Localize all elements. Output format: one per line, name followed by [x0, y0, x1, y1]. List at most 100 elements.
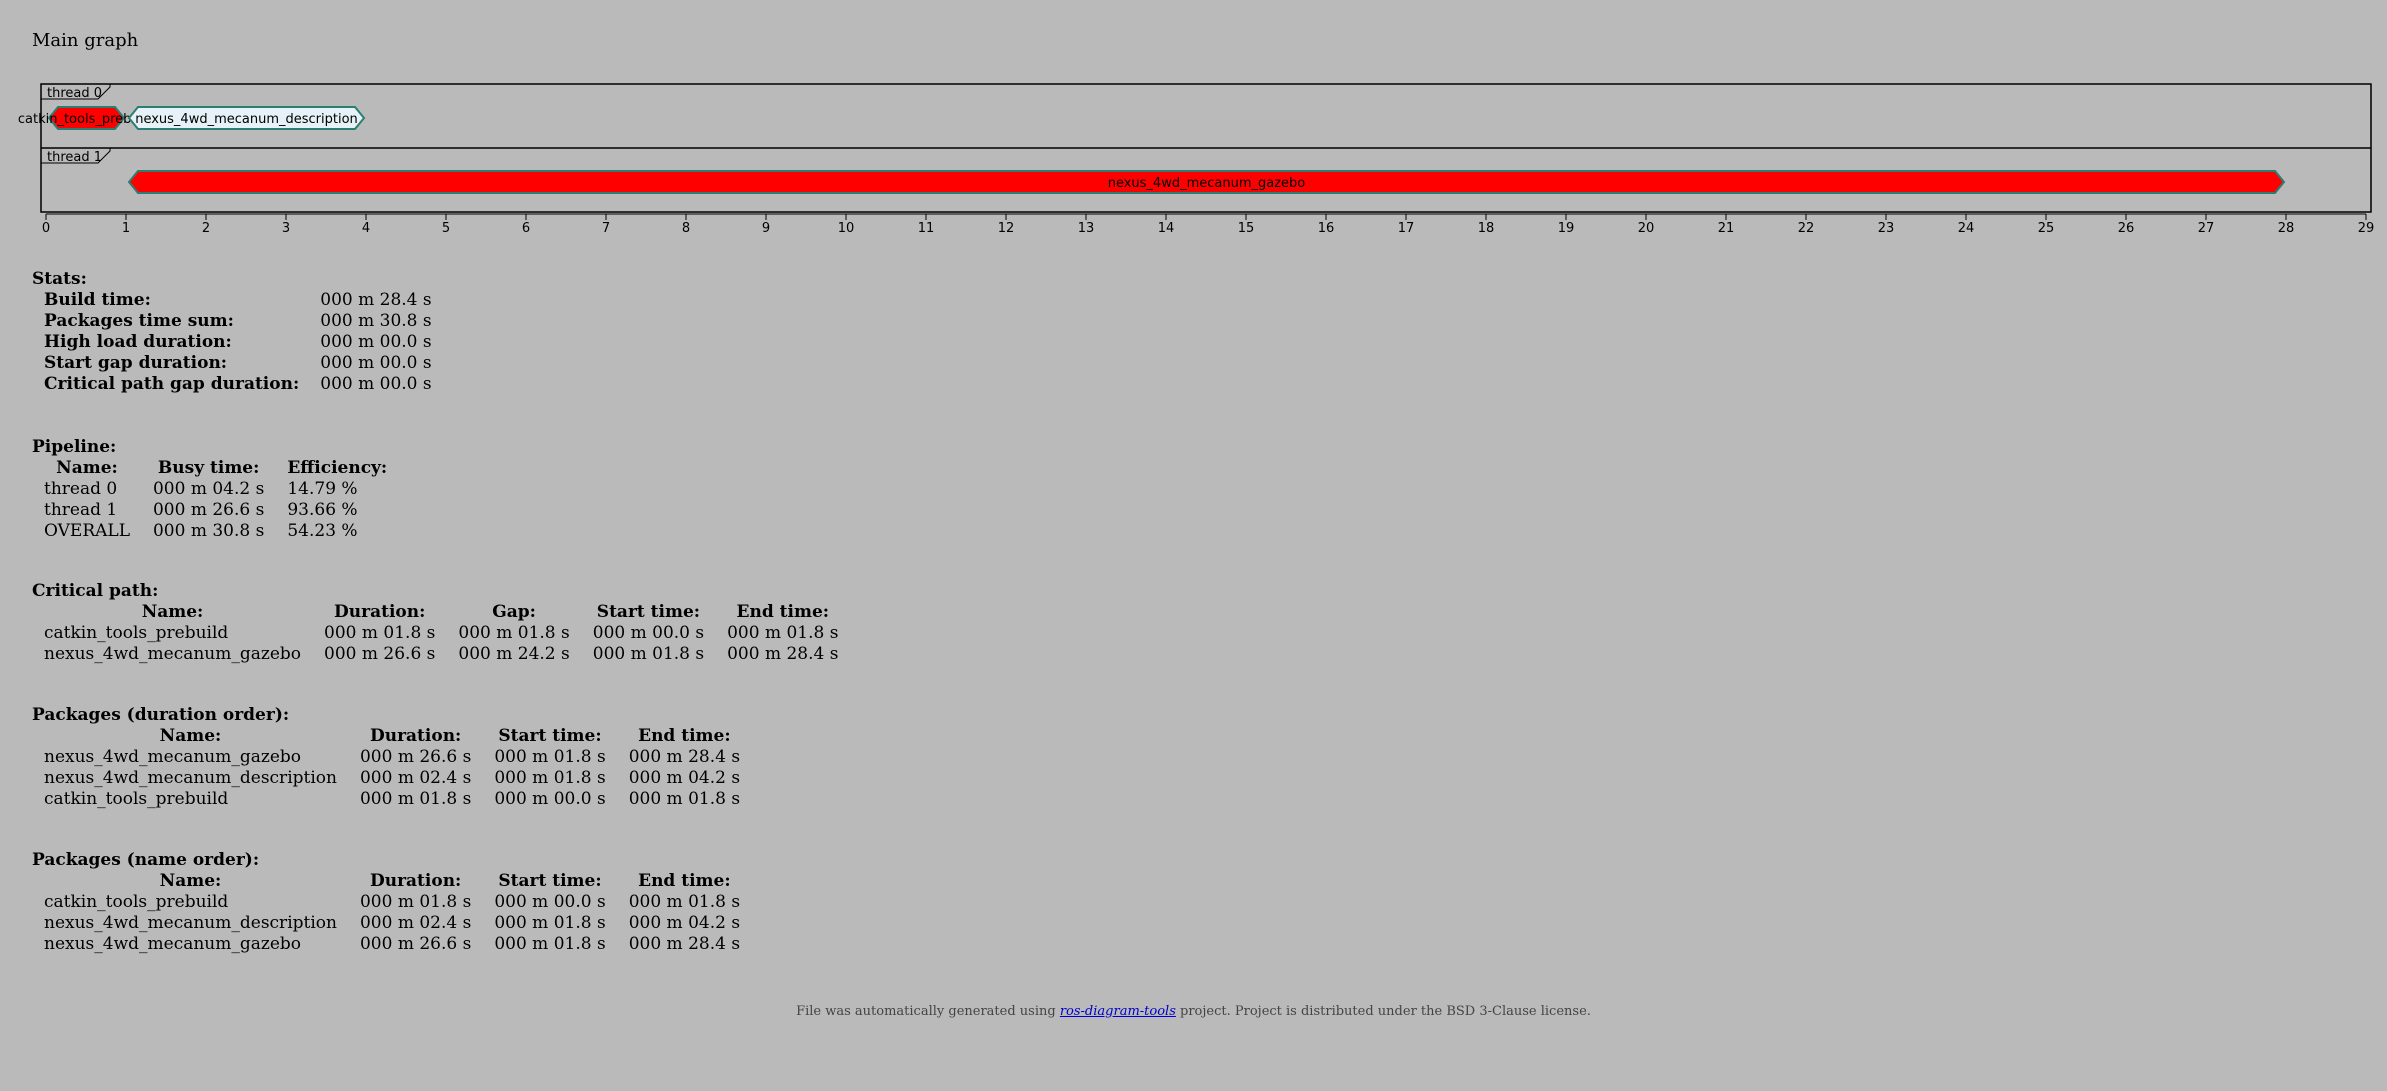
- table-cell: 000 m 01.8 s: [592, 644, 705, 664]
- package-label: nexus_4wd_mecanum_gazebo: [1108, 176, 1306, 191]
- x-tick-label: 20: [1638, 221, 1655, 236]
- x-tick-label: 24: [1958, 221, 1975, 236]
- table-row: nexus_4wd_mecanum_description 000 m 02.4 …: [32, 768, 751, 789]
- table-cell: catkin_tools_prebuild: [44, 789, 229, 809]
- x-tick-label: 7: [602, 221, 610, 236]
- column-header: Busy time:: [157, 458, 260, 478]
- package-bar: [127, 106, 366, 130]
- column-header: Duration:: [369, 871, 462, 891]
- table-cell: 000 m 26.6 s: [152, 500, 265, 520]
- x-tick-label: 21: [1718, 221, 1735, 236]
- column-header: Name:: [159, 726, 222, 746]
- table-cell: OVERALL: [44, 521, 130, 541]
- table-cell: 000 m 04.2 s: [628, 913, 741, 933]
- table-cell: 000 m 28.4 s: [628, 747, 741, 767]
- lane-tab: [41, 84, 111, 100]
- table-cell: 000 m 24.2 s: [458, 644, 570, 664]
- stats-row: High load duration: 000 m 00.0 s: [32, 332, 443, 353]
- table-cell: 000 m 01.8 s: [628, 789, 741, 809]
- x-tick-label: 5: [442, 221, 450, 236]
- packages-duration-table: Name: Duration: Start time: End time: nexus…: [32, 726, 751, 810]
- column-header: Start time:: [498, 871, 602, 891]
- stat-value: 000 m 28.4 s: [320, 290, 432, 310]
- lane-label: thread 1: [47, 150, 102, 165]
- table-cell: 000 m 26.6 s: [359, 934, 472, 954]
- header-row: Name: Duration: Gap: Start time: End time:: [32, 602, 849, 623]
- x-tick-label: 1: [122, 221, 130, 236]
- table-cell: thread 1: [44, 500, 118, 520]
- stat-value: 000 m 00.0 s: [320, 332, 432, 352]
- footer-prefix: File was automatically generated using: [796, 1004, 1060, 1019]
- x-tick-label: 26: [2118, 221, 2135, 236]
- critical-path-heading: Critical path:: [32, 581, 159, 601]
- table-cell: 000 m 26.6 s: [324, 644, 436, 664]
- x-tick-label: 0: [42, 221, 50, 236]
- critical-path-table: Name: Duration: Gap: Start time: End time: c…: [32, 602, 849, 665]
- lane-label: thread 0: [47, 86, 102, 101]
- column-header: Name:: [141, 602, 204, 622]
- table-cell: thread 0: [44, 479, 118, 499]
- package-label: nexus_4wd_mecanum_description: [135, 112, 358, 127]
- packages-name-heading: Packages (name order):: [32, 850, 260, 870]
- header-row: Name: Busy time: Efficiency:: [32, 458, 398, 479]
- stats-section: Stats: Build time: 000 m 28.4 s Packages t…: [32, 268, 443, 395]
- x-tick-label: 17: [1398, 221, 1415, 236]
- table-cell: 000 m 04.2 s: [628, 768, 741, 788]
- x-tick-label: 8: [682, 221, 690, 236]
- table-cell: nexus_4wd_mecanum_gazebo: [44, 747, 302, 767]
- x-tick-label: 15: [1238, 221, 1255, 236]
- stats-table: Build time: 000 m 28.4 s Packages time sum…: [32, 290, 443, 395]
- column-header: Gap:: [492, 602, 536, 622]
- stat-label: Packages time sum:: [44, 311, 234, 331]
- x-tick-label: 25: [2038, 221, 2055, 236]
- table-row: nexus_4wd_mecanum_gazebo 000 m 26.6 s 000 …: [32, 934, 751, 955]
- table-cell: 000 m 02.4 s: [359, 913, 472, 933]
- x-tick-label: 9: [762, 221, 770, 236]
- x-tick-label: 12: [998, 221, 1015, 236]
- stat-label: Build time:: [44, 290, 151, 310]
- column-header: End time:: [638, 726, 731, 746]
- table-cell: 93.66 %: [287, 500, 358, 520]
- table-cell: catkin_tools_prebuild: [44, 892, 229, 912]
- x-tick-label: 19: [1558, 221, 1575, 236]
- table-cell: nexus_4wd_mecanum_description: [44, 913, 337, 933]
- x-tick-label: 3: [282, 221, 290, 236]
- table-cell: 000 m 00.0 s: [494, 892, 606, 912]
- table-row: OVERALL 000 m 30.8 s 54.23 %: [32, 521, 398, 542]
- column-header: Duration:: [369, 726, 462, 746]
- table-row: catkin_tools_prebuild 000 m 01.8 s 000 m 0…: [32, 623, 849, 644]
- table-row: thread 1 000 m 26.6 s 93.66 %: [32, 500, 398, 521]
- table-cell: 000 m 01.8 s: [324, 623, 436, 643]
- stat-label: Critical path gap duration:: [44, 374, 300, 394]
- table-cell: 000 m 02.4 s: [359, 768, 472, 788]
- stats-row: Critical path gap duration: 000 m 00.0 s: [32, 374, 443, 395]
- packages-duration-heading: Packages (duration order):: [32, 705, 290, 725]
- critical-path-section: Critical path: Name: Duration: Gap: Start t…: [32, 580, 849, 665]
- column-header: Name:: [56, 458, 118, 478]
- stat-value: 000 m 00.0 s: [320, 374, 432, 394]
- header-row: Name: Duration: Start time: End time:: [32, 871, 751, 892]
- table-cell: nexus_4wd_mecanum_gazebo: [44, 934, 302, 954]
- table-cell: 000 m 01.8 s: [359, 789, 472, 809]
- stat-label: Start gap duration:: [44, 353, 228, 373]
- table-cell: 000 m 30.8 s: [152, 521, 265, 541]
- table-row: nexus_4wd_mecanum_gazebo 000 m 26.6 s 000 …: [32, 747, 751, 768]
- x-tick-label: 22: [1798, 221, 1815, 236]
- x-tick-label: 14: [1158, 221, 1175, 236]
- ros-diagram-tools-link[interactable]: ros-diagram-tools: [1059, 1004, 1176, 1019]
- package-label: catkin_tools_prebuild: [18, 112, 155, 127]
- x-tick-label: 28: [2278, 221, 2295, 236]
- x-tick-label: 18: [1478, 221, 1495, 236]
- table-cell: 000 m 01.8 s: [458, 623, 570, 643]
- table-cell: 54.23 %: [287, 521, 358, 541]
- x-tick-label: 13: [1078, 221, 1095, 236]
- table-cell: 000 m 01.8 s: [494, 934, 606, 954]
- stats-heading: Stats:: [32, 269, 87, 289]
- column-header: Name:: [159, 871, 222, 891]
- lane-tab: [41, 148, 111, 164]
- package-bar: [47, 106, 126, 130]
- x-tick-label: 16: [1318, 221, 1335, 236]
- column-header: Start time:: [498, 726, 602, 746]
- table-row: nexus_4wd_mecanum_gazebo 000 m 26.6 s 000 …: [32, 644, 849, 665]
